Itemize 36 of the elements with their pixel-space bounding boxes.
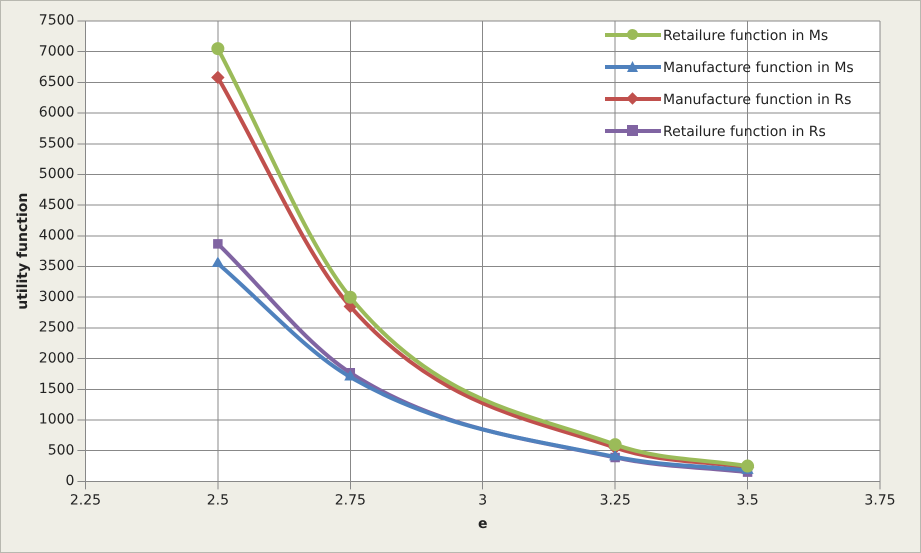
point <box>213 239 223 249</box>
y-tick-label: 0 <box>66 473 74 490</box>
point <box>344 370 356 381</box>
x-axis-title: e <box>478 516 488 532</box>
y-tick-label: 5000 <box>38 166 74 182</box>
x-tick-label: 2.75 <box>334 492 366 508</box>
y-tick-label: 2500 <box>38 320 74 336</box>
legend-label: Manufacture function in Rs <box>663 91 852 110</box>
y-tick-label: 500 <box>48 442 74 458</box>
x-tick-label: 3.25 <box>600 492 631 508</box>
y-axis-title: utility function <box>15 192 32 310</box>
point <box>211 70 224 84</box>
legend-label: Retailure function in Ms <box>663 27 830 46</box>
x-tick-label: 3 <box>478 492 488 508</box>
x-tick-label: 3.5 <box>736 492 759 508</box>
point <box>211 42 224 56</box>
y-tick-label: 1000 <box>38 412 74 428</box>
y-tick-label: 6000 <box>38 104 74 121</box>
y-tick-label: 2000 <box>38 350 74 366</box>
x-tick-label: 3.75 <box>864 492 896 508</box>
x-tick-label: 2.25 <box>70 492 102 508</box>
y-tick-label: 4000 <box>38 227 74 244</box>
y-tick-label: 6500 <box>38 74 74 90</box>
legend-label: Retailure function in Rs <box>663 123 827 142</box>
y-tick-label: 4500 <box>38 196 74 213</box>
legend-label: Manufacture function in Ms <box>663 59 855 78</box>
point <box>609 450 621 460</box>
y-tick-label: 7500 <box>38 12 74 29</box>
x-tick-label: 2.5 <box>206 492 229 508</box>
point <box>608 438 622 452</box>
y-tick-label: 5500 <box>38 135 74 152</box>
y-tick-label: 3000 <box>38 288 74 305</box>
y-tick-label: 7000 <box>38 43 74 60</box>
y-tick-label: 3500 <box>38 258 74 274</box>
point <box>344 290 357 304</box>
y-tick-label: 1500 <box>38 380 74 397</box>
